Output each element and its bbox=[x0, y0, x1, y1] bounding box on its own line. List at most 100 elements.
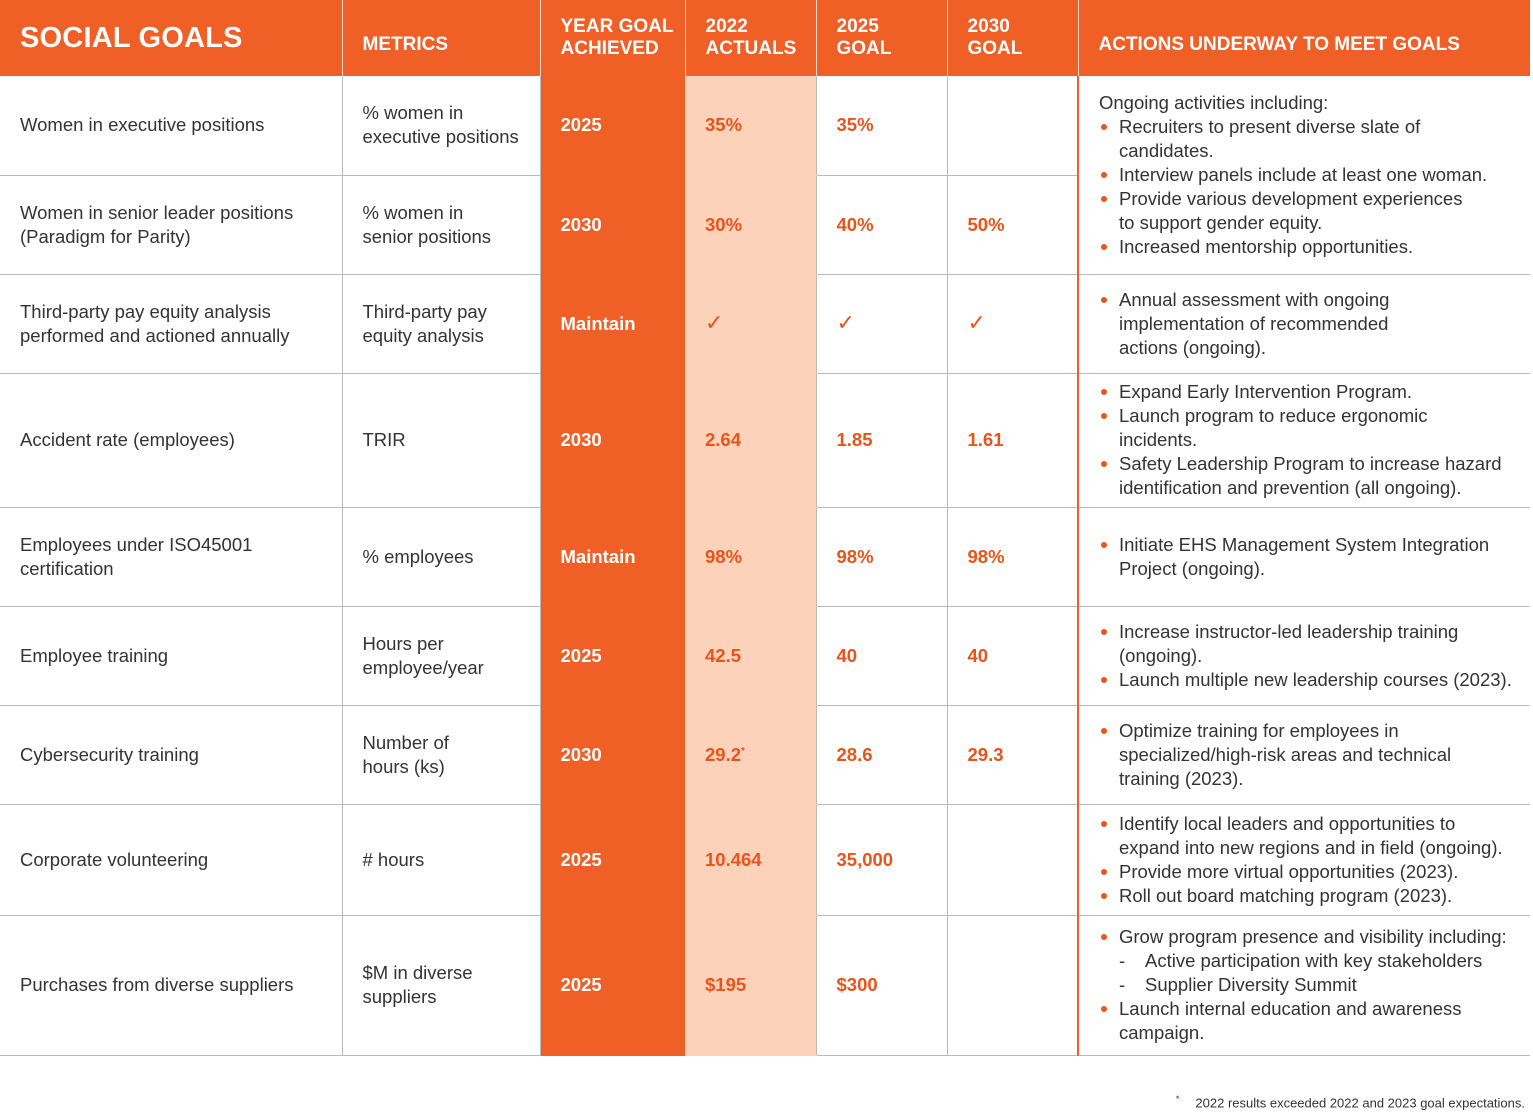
year-goal-cell: 2030 bbox=[540, 175, 685, 275]
goal-2030-cell: 1.61 bbox=[947, 373, 1079, 508]
actions-header: ACTIONS UNDERWAY TO MEET GOALS bbox=[1078, 0, 1530, 76]
checkmark-icon: ✓ bbox=[705, 310, 724, 335]
list-item: Interview panels include at least one wo… bbox=[1099, 163, 1524, 187]
goal-2030-cell: 98% bbox=[947, 507, 1079, 607]
actual-2022-cell: 98% bbox=[685, 507, 817, 607]
actual-2022-cell: 10.464 bbox=[685, 804, 817, 916]
goal-2025-cell: 35% bbox=[816, 76, 948, 176]
actions-cell: Optimize training for employees in specia… bbox=[1077, 705, 1530, 805]
year-goal-cell: 2025 bbox=[540, 606, 685, 706]
year-goal-cell: 2030 bbox=[540, 373, 685, 508]
goal-cell: Employees under ISO45001 certification bbox=[0, 507, 343, 607]
goal-2025-cell: 40 bbox=[816, 606, 948, 706]
actual-2022-cell: ✓ bbox=[685, 274, 817, 374]
actions-cell: Expand Early Intervention Program. Launc… bbox=[1077, 373, 1530, 508]
list-item: Launch multiple new leadership courses (… bbox=[1099, 668, 1524, 692]
year-goal-cell: Maintain bbox=[540, 507, 685, 607]
actual-2022-cell: 2.64 bbox=[685, 373, 817, 508]
actions-cell: Initiate EHS Management System Integrati… bbox=[1077, 507, 1530, 607]
actual-2022-cell: $195 bbox=[685, 915, 817, 1056]
list-item: Launch program to reduce ergonomic incide… bbox=[1099, 404, 1524, 452]
list-item: Increase instructor-led leadership train… bbox=[1099, 620, 1524, 668]
list-item: Provide more virtual opportunities (2023… bbox=[1099, 860, 1524, 884]
goal-cell: Women in executive positions bbox=[0, 76, 343, 176]
sub-list-item: Active participation with key stakeholde… bbox=[1119, 949, 1524, 973]
goal-2025-cell: 28.6 bbox=[816, 705, 948, 805]
list-item: Expand Early Intervention Program. bbox=[1099, 380, 1524, 404]
year-goal-cell: 2030 bbox=[540, 705, 685, 805]
actions-cell: Grow program presence and visibility inc… bbox=[1077, 915, 1530, 1056]
metrics-header: METRICS bbox=[342, 0, 541, 76]
list-item: Initiate EHS Management System Integrati… bbox=[1099, 533, 1524, 581]
checkmark-icon: ✓ bbox=[836, 310, 855, 335]
actions-cell: Identify local leaders and opportunities… bbox=[1077, 804, 1530, 916]
metric-cell: % employees bbox=[342, 507, 541, 607]
table-row: Employee training Hours per employee/year… bbox=[0, 606, 1530, 706]
goal-2030-cell bbox=[947, 804, 1079, 916]
social-goals-table: SOCIAL GOALS METRICS YEAR GOAL ACHIEVED 2… bbox=[0, 0, 1530, 1056]
year-goal-cell: 2025 bbox=[540, 804, 685, 916]
metric-cell: Third-party pay equity analysis bbox=[342, 274, 541, 374]
year-goal-header: YEAR GOAL ACHIEVED bbox=[540, 0, 686, 76]
table-row: Cybersecurity training Number of hours (k… bbox=[0, 705, 1530, 805]
goal-2025-cell: 1.85 bbox=[816, 373, 948, 508]
metric-cell: % women in executive positions bbox=[342, 76, 541, 176]
goal-2030-cell: 29.3 bbox=[947, 705, 1079, 805]
year-goal-cell: Maintain bbox=[540, 274, 685, 374]
actual-2022-cell: 35% bbox=[685, 76, 817, 176]
goal-2030-cell: ✓ bbox=[947, 274, 1079, 374]
goal-2030-cell bbox=[947, 915, 1079, 1056]
table-row: Purchases from diverse suppliers $M in d… bbox=[0, 915, 1530, 1056]
sub-list-item: Supplier Diversity Summit bbox=[1119, 973, 1524, 997]
goal-2025-header: 2025 GOAL bbox=[816, 0, 948, 76]
year-goal-cell: 2025 bbox=[540, 76, 685, 176]
footnote-marker: * bbox=[1175, 1094, 1180, 1104]
table-row: Employees under ISO45001 certification % … bbox=[0, 507, 1530, 607]
metric-cell: # hours bbox=[342, 804, 541, 916]
goal-2025-cell: $300 bbox=[816, 915, 948, 1056]
actuals-header: 2022 ACTUALS bbox=[685, 0, 817, 76]
goal-2030-cell: 40 bbox=[947, 606, 1079, 706]
actions-cell: Annual assessment with ongoing implementa… bbox=[1077, 274, 1530, 374]
metric-cell: TRIR bbox=[342, 373, 541, 508]
table-row: Accident rate (employees) TRIR 2030 2.64… bbox=[0, 373, 1530, 508]
metric-cell: Hours per employee/year bbox=[342, 606, 541, 706]
actual-2022-cell: 42.5 bbox=[685, 606, 817, 706]
table-title: SOCIAL GOALS bbox=[0, 0, 343, 76]
table-row: Women in senior leader positions (Paradig… bbox=[0, 175, 1530, 275]
goal-cell: Third-party pay equity analysis performed… bbox=[0, 274, 343, 374]
goal-cell: Accident rate (employees) bbox=[0, 373, 343, 508]
goal-cell: Corporate volunteering bbox=[0, 804, 343, 916]
goal-2025-cell: 40% bbox=[816, 175, 948, 275]
metric-cell: % women in senior positions bbox=[342, 175, 541, 275]
year-goal-cell: 2025 bbox=[540, 915, 685, 1056]
goal-2025-cell: 35,000 bbox=[816, 804, 948, 916]
list-item: Increased mentorship opportunities. bbox=[1099, 235, 1524, 259]
list-item: Launch internal education and awareness c… bbox=[1099, 997, 1524, 1045]
list-item: Optimize training for employees in specia… bbox=[1099, 719, 1524, 791]
list-item: Identify local leaders and opportunities… bbox=[1099, 812, 1524, 860]
list-item: Grow program presence and visibility inc… bbox=[1099, 925, 1524, 997]
actual-2022-cell: 30% bbox=[685, 175, 817, 275]
metric-cell: Number of hours (ks) bbox=[342, 705, 541, 805]
goal-2025-cell: ✓ bbox=[816, 274, 948, 374]
actions-intro: Ongoing activities including: bbox=[1099, 91, 1329, 113]
list-item: Annual assessment with ongoing implementa… bbox=[1099, 288, 1524, 360]
list-item: Provide various development experiences t… bbox=[1099, 187, 1524, 235]
table-row: Third-party pay equity analysis performed… bbox=[0, 274, 1530, 374]
actions-cell: Ongoing activities including: Recruiters… bbox=[1077, 76, 1530, 275]
table-row: Women in executive positions % women in e… bbox=[0, 76, 1530, 275]
goal-2030-cell: 50% bbox=[947, 175, 1079, 275]
list-item: Roll out board matching program (2023). bbox=[1099, 884, 1524, 908]
footnote-marker: * bbox=[741, 745, 745, 757]
goal-cell: Women in senior leader positions (Paradig… bbox=[0, 175, 343, 275]
goal-2030-header: 2030 GOAL bbox=[947, 0, 1079, 76]
header-row: SOCIAL GOALS METRICS YEAR GOAL ACHIEVED 2… bbox=[0, 0, 1530, 76]
goal-2030-cell bbox=[947, 76, 1079, 176]
list-item: Safety Leadership Program to increase ha… bbox=[1099, 452, 1524, 500]
goal-cell: Purchases from diverse suppliers bbox=[0, 915, 343, 1056]
goal-cell: Employee training bbox=[0, 606, 343, 706]
footnote: * 2022 results exceeded 2022 and 2023 goa… bbox=[1176, 1094, 1525, 1110]
checkmark-icon: ✓ bbox=[967, 310, 986, 335]
actual-2022-cell: 29.2* bbox=[685, 705, 817, 805]
